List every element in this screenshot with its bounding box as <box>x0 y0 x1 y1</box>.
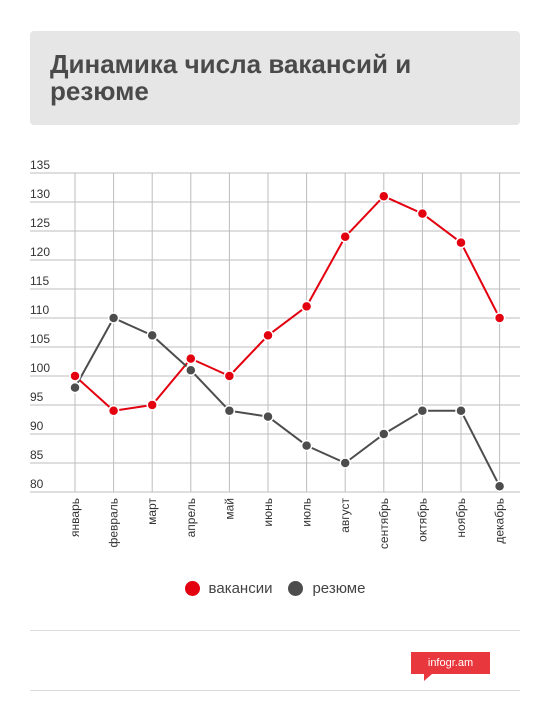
x-tick-label: июнь <box>261 498 275 527</box>
y-tick-label: 120 <box>30 245 50 259</box>
data-point-resumes <box>493 480 506 492</box>
x-tick-label: май <box>222 498 236 520</box>
data-point-vacancies <box>416 207 429 220</box>
y-tick-label: 125 <box>30 216 50 230</box>
data-point-resumes <box>455 405 467 417</box>
divider-bottom <box>30 690 520 691</box>
x-tick-label: сентябрь <box>377 498 391 549</box>
legend-dot-vacancies <box>184 581 200 596</box>
y-tick-label: 95 <box>30 390 44 404</box>
chart-title: Динамика числа вакансий и резюме <box>50 49 412 106</box>
data-point-vacancies <box>339 231 351 243</box>
series-line-vacancies <box>74 195 501 412</box>
legend-item-vacancies[interactable]: вакансии <box>184 580 273 597</box>
data-point-vacancies <box>378 190 390 202</box>
x-tick-label: октябрь <box>415 498 429 542</box>
x-tick-label: ноябрь <box>454 498 468 538</box>
legend-item-resumes[interactable]: резюме <box>288 580 365 597</box>
data-point-vacancies <box>107 405 120 417</box>
x-tick-label: декабрь <box>493 498 507 544</box>
infogram-logo[interactable]: infogr.am <box>411 652 490 674</box>
y-tick-label: 100 <box>30 361 50 375</box>
y-tick-label: 110 <box>30 303 49 317</box>
data-point-resumes <box>107 312 120 324</box>
data-point-resumes <box>339 457 351 469</box>
series-line-resumes <box>74 317 501 487</box>
x-tick-label: апрель <box>184 498 198 537</box>
x-tick-label: март <box>145 498 159 525</box>
y-tick-label: 135 <box>30 158 50 172</box>
data-point-vacancies <box>223 370 236 382</box>
title-box: Динамика числа вакансий и резюме <box>30 31 520 125</box>
legend-label-vacancies: вакансии <box>208 580 273 597</box>
y-tick-label: 80 <box>30 477 44 491</box>
x-tick-label: август <box>338 498 352 533</box>
y-tick-label: 130 <box>30 187 50 201</box>
y-tick-label: 90 <box>30 419 44 433</box>
x-tick-label: июль <box>300 498 314 527</box>
data-point-resumes <box>378 428 390 440</box>
legend-dot-resumes <box>288 581 304 596</box>
data-point-resumes <box>416 405 429 417</box>
data-point-resumes <box>300 439 313 452</box>
data-point-vacancies <box>146 399 158 411</box>
y-tick-label: 105 <box>30 332 50 346</box>
x-tick-label: январь <box>68 498 82 537</box>
data-point-resumes <box>223 405 236 417</box>
data-point-vacancies <box>455 236 467 249</box>
data-point-vacancies <box>185 352 197 365</box>
data-point-resumes <box>262 410 274 423</box>
data-point-resumes <box>146 329 158 342</box>
x-tick-label: февраль <box>107 498 121 548</box>
data-point-resumes <box>185 364 197 376</box>
data-point-vacancies <box>262 329 274 342</box>
data-point-vacancies <box>493 312 506 324</box>
data-point-vacancies <box>69 370 81 382</box>
divider-top <box>30 630 520 631</box>
legend: вакансии резюме <box>0 580 550 597</box>
logo-tail-icon <box>424 674 432 681</box>
data-point-vacancies <box>300 300 313 313</box>
data-point-resumes <box>69 381 81 394</box>
legend-label-resumes: резюме <box>312 580 366 597</box>
y-tick-label: 115 <box>30 274 49 288</box>
y-tick-label: 85 <box>30 448 44 462</box>
